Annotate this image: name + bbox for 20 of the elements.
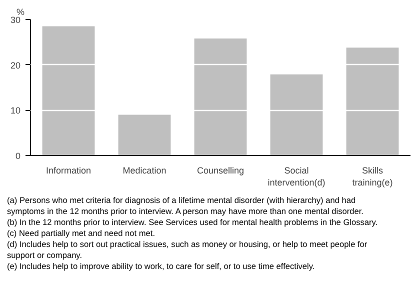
y-tick-label: 0 (15, 151, 21, 161)
x-tick-label: Medication (122, 166, 166, 176)
x-tick-label: Skills training(e) (352, 166, 393, 188)
x-tick-label: Social intervention(d) (268, 166, 326, 188)
bar (346, 48, 399, 156)
text: (c) Need partially met and need not met. (7, 228, 156, 238)
bar (194, 38, 247, 156)
bar (270, 74, 323, 156)
x-tick-label: Counselling (196, 166, 244, 176)
x-tick-label: Information (46, 166, 92, 176)
text: (b) In the 12 months prior to interview. See Services used for mental health problems in the Glossary. (7, 217, 378, 227)
y-axis-title: % (16, 7, 25, 17)
text: (e) Includes help to improve ability to work, to care for self, or to use time effectively. (7, 261, 315, 271)
text: (d) Includes help to sort out practical issues, such as money or housing, or help to meet people for support or company. (7, 239, 368, 260)
text: (a) Persons who met criteria for diagnosis of a lifetime mental disorder (with hierarchy) and had symptoms in the 12 months prior to interview. A person may have more than one mental disorder. (7, 195, 364, 216)
bar (118, 114, 171, 156)
y-tick-label: 10 (10, 106, 21, 116)
y-tick-label: 20 (10, 60, 21, 70)
bar (42, 26, 95, 156)
y-tick-label: 30 (10, 15, 21, 25)
